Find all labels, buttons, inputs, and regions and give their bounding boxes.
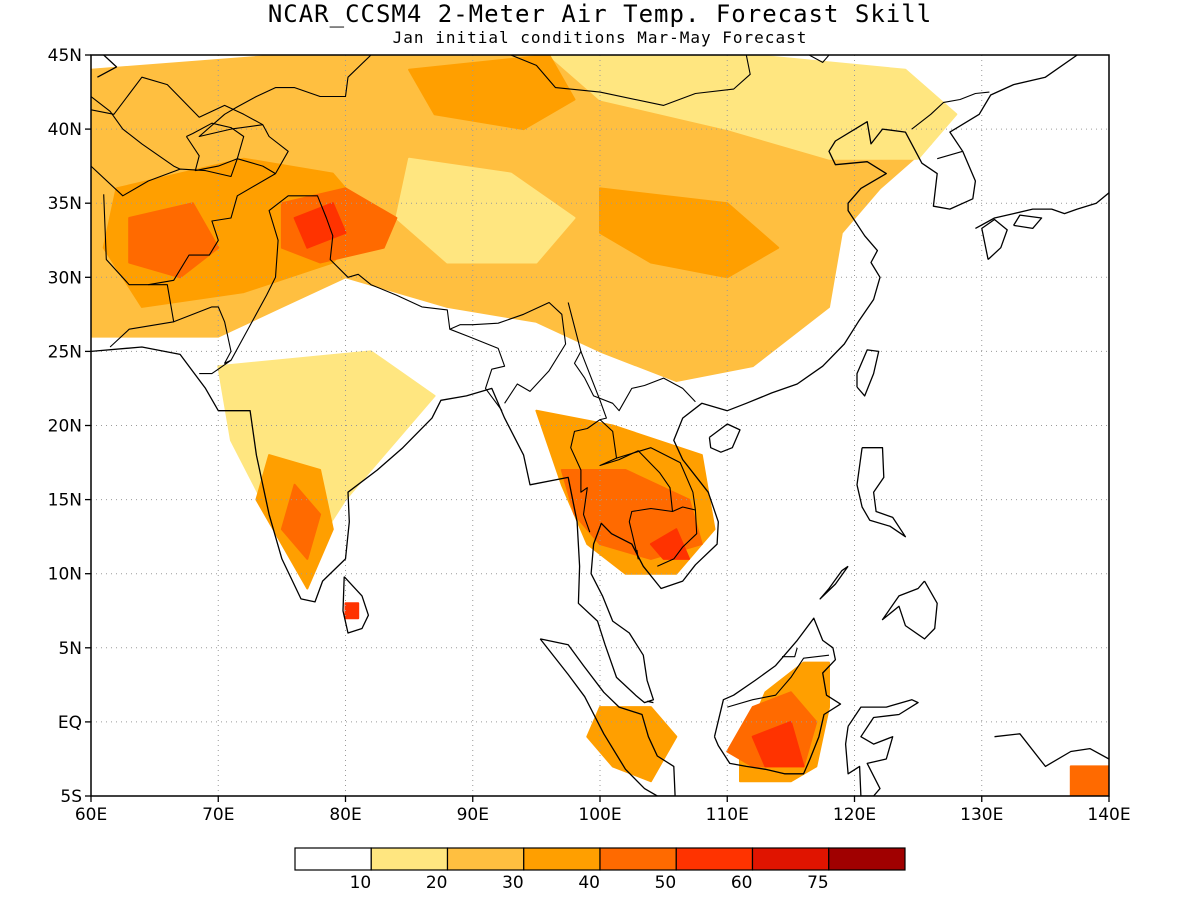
- skill-region: [408, 55, 576, 131]
- y-tick-label: 15N: [48, 491, 82, 511]
- colorbar-swatch: [370, 847, 449, 871]
- chart-title: NCAR_CCSM4 2-Meter Air Temp. Forecast Sk…: [267, 0, 933, 28]
- skill-region: [344, 602, 360, 620]
- y-tick-label: EQ: [58, 713, 82, 733]
- colorbar-legend: 10 20 30 40 50 60 75: [294, 847, 906, 893]
- coastline: [713, 617, 842, 775]
- y-tick-label: 10N: [48, 565, 82, 585]
- y-tick-label: 35N: [48, 194, 82, 214]
- coastline: [708, 423, 741, 453]
- colorbar-label: 40: [578, 873, 600, 893]
- skill-region: [1069, 765, 1109, 796]
- coastline: [881, 580, 938, 640]
- skill-region: [599, 187, 780, 279]
- country-border: [449, 328, 506, 412]
- skill-region: [751, 720, 805, 768]
- country-border: [911, 91, 990, 130]
- coastline: [91, 55, 1078, 704]
- chart-subtitle: Jan initial conditions Mar-May Forecast: [392, 28, 808, 47]
- y-tick-label: 20N: [48, 417, 82, 437]
- y-tick-label: 30N: [48, 268, 82, 288]
- x-tick-label: 140E: [1087, 805, 1130, 825]
- map-plot-area: [90, 54, 1110, 848]
- skill-shading: [91, 55, 1109, 796]
- y-tick-label: 25N: [48, 342, 82, 362]
- country-border: [91, 76, 264, 126]
- country-border: [727, 654, 830, 708]
- colorbar-label: 75: [807, 873, 829, 893]
- x-tick-label: 80E: [329, 805, 361, 825]
- country-border: [599, 419, 674, 560]
- country-border: [185, 122, 245, 172]
- coastline: [342, 576, 370, 634]
- x-tick-label: 100E: [578, 805, 621, 825]
- country-border: [567, 302, 696, 412]
- longitude-axis: 60E 70E 80E 90E 100E 110E 120E 130E 140E: [75, 796, 1131, 825]
- x-tick-label: 70E: [202, 805, 234, 825]
- y-tick-label: 40N: [48, 120, 82, 140]
- coastline: [844, 699, 919, 796]
- country-border: [616, 447, 696, 511]
- country-border: [198, 55, 372, 174]
- country-border: [103, 194, 175, 348]
- coastline: [975, 192, 1109, 229]
- colorbar-label: 30: [502, 873, 524, 893]
- colorbar-swatch: [523, 847, 601, 871]
- colorbar-label: 60: [731, 873, 753, 893]
- coastline: [981, 218, 1008, 260]
- country-border: [937, 150, 963, 160]
- y-tick-label: 5S: [60, 787, 82, 807]
- y-tick-label: 45N: [48, 46, 82, 66]
- coastline: [856, 349, 880, 397]
- skill-region: [128, 202, 220, 279]
- country-borders: [91, 55, 990, 708]
- colorbar-swatch: [828, 847, 906, 871]
- colorbar-label: 50: [655, 873, 677, 893]
- colorbar-swatch: [294, 847, 372, 871]
- y-tick-label: 5N: [58, 639, 82, 659]
- latitude-axis: 45N 40N 35N 30N 25N 20N 15N 10N 5N EQ 5S: [48, 46, 91, 807]
- coastline: [539, 638, 676, 796]
- country-border: [91, 96, 181, 170]
- country-border: [173, 306, 232, 375]
- x-tick-label: 120E: [833, 805, 876, 825]
- coastline: [856, 447, 907, 538]
- coastline: [994, 733, 1109, 768]
- colorbar-swatch: [751, 847, 830, 871]
- graticule-grid: [91, 55, 1109, 796]
- coastline: [855, 841, 868, 848]
- x-tick-label: 130E: [960, 805, 1003, 825]
- x-tick-label: 90E: [457, 805, 489, 825]
- coastline: [819, 565, 849, 600]
- country-border: [509, 55, 751, 106]
- coastlines: [91, 55, 1109, 848]
- skill-region: [586, 706, 678, 783]
- colorbar-label: 20: [426, 873, 448, 893]
- country-border: [657, 506, 698, 567]
- colorbar-swatch: [446, 847, 525, 871]
- country-border: [807, 55, 830, 63]
- x-tick-label: 110E: [706, 805, 749, 825]
- x-tick-label: 60E: [75, 805, 107, 825]
- colorbar-swatch: [675, 847, 754, 871]
- country-border: [782, 647, 798, 658]
- coastline: [97, 55, 118, 78]
- coastline: [1013, 214, 1043, 230]
- colorbar-swatch: [599, 847, 677, 871]
- country-border: [570, 351, 607, 533]
- skill-region: [280, 483, 322, 560]
- coastline: [646, 700, 654, 704]
- country-border: [230, 195, 567, 404]
- colorbar-label: 10: [350, 873, 372, 893]
